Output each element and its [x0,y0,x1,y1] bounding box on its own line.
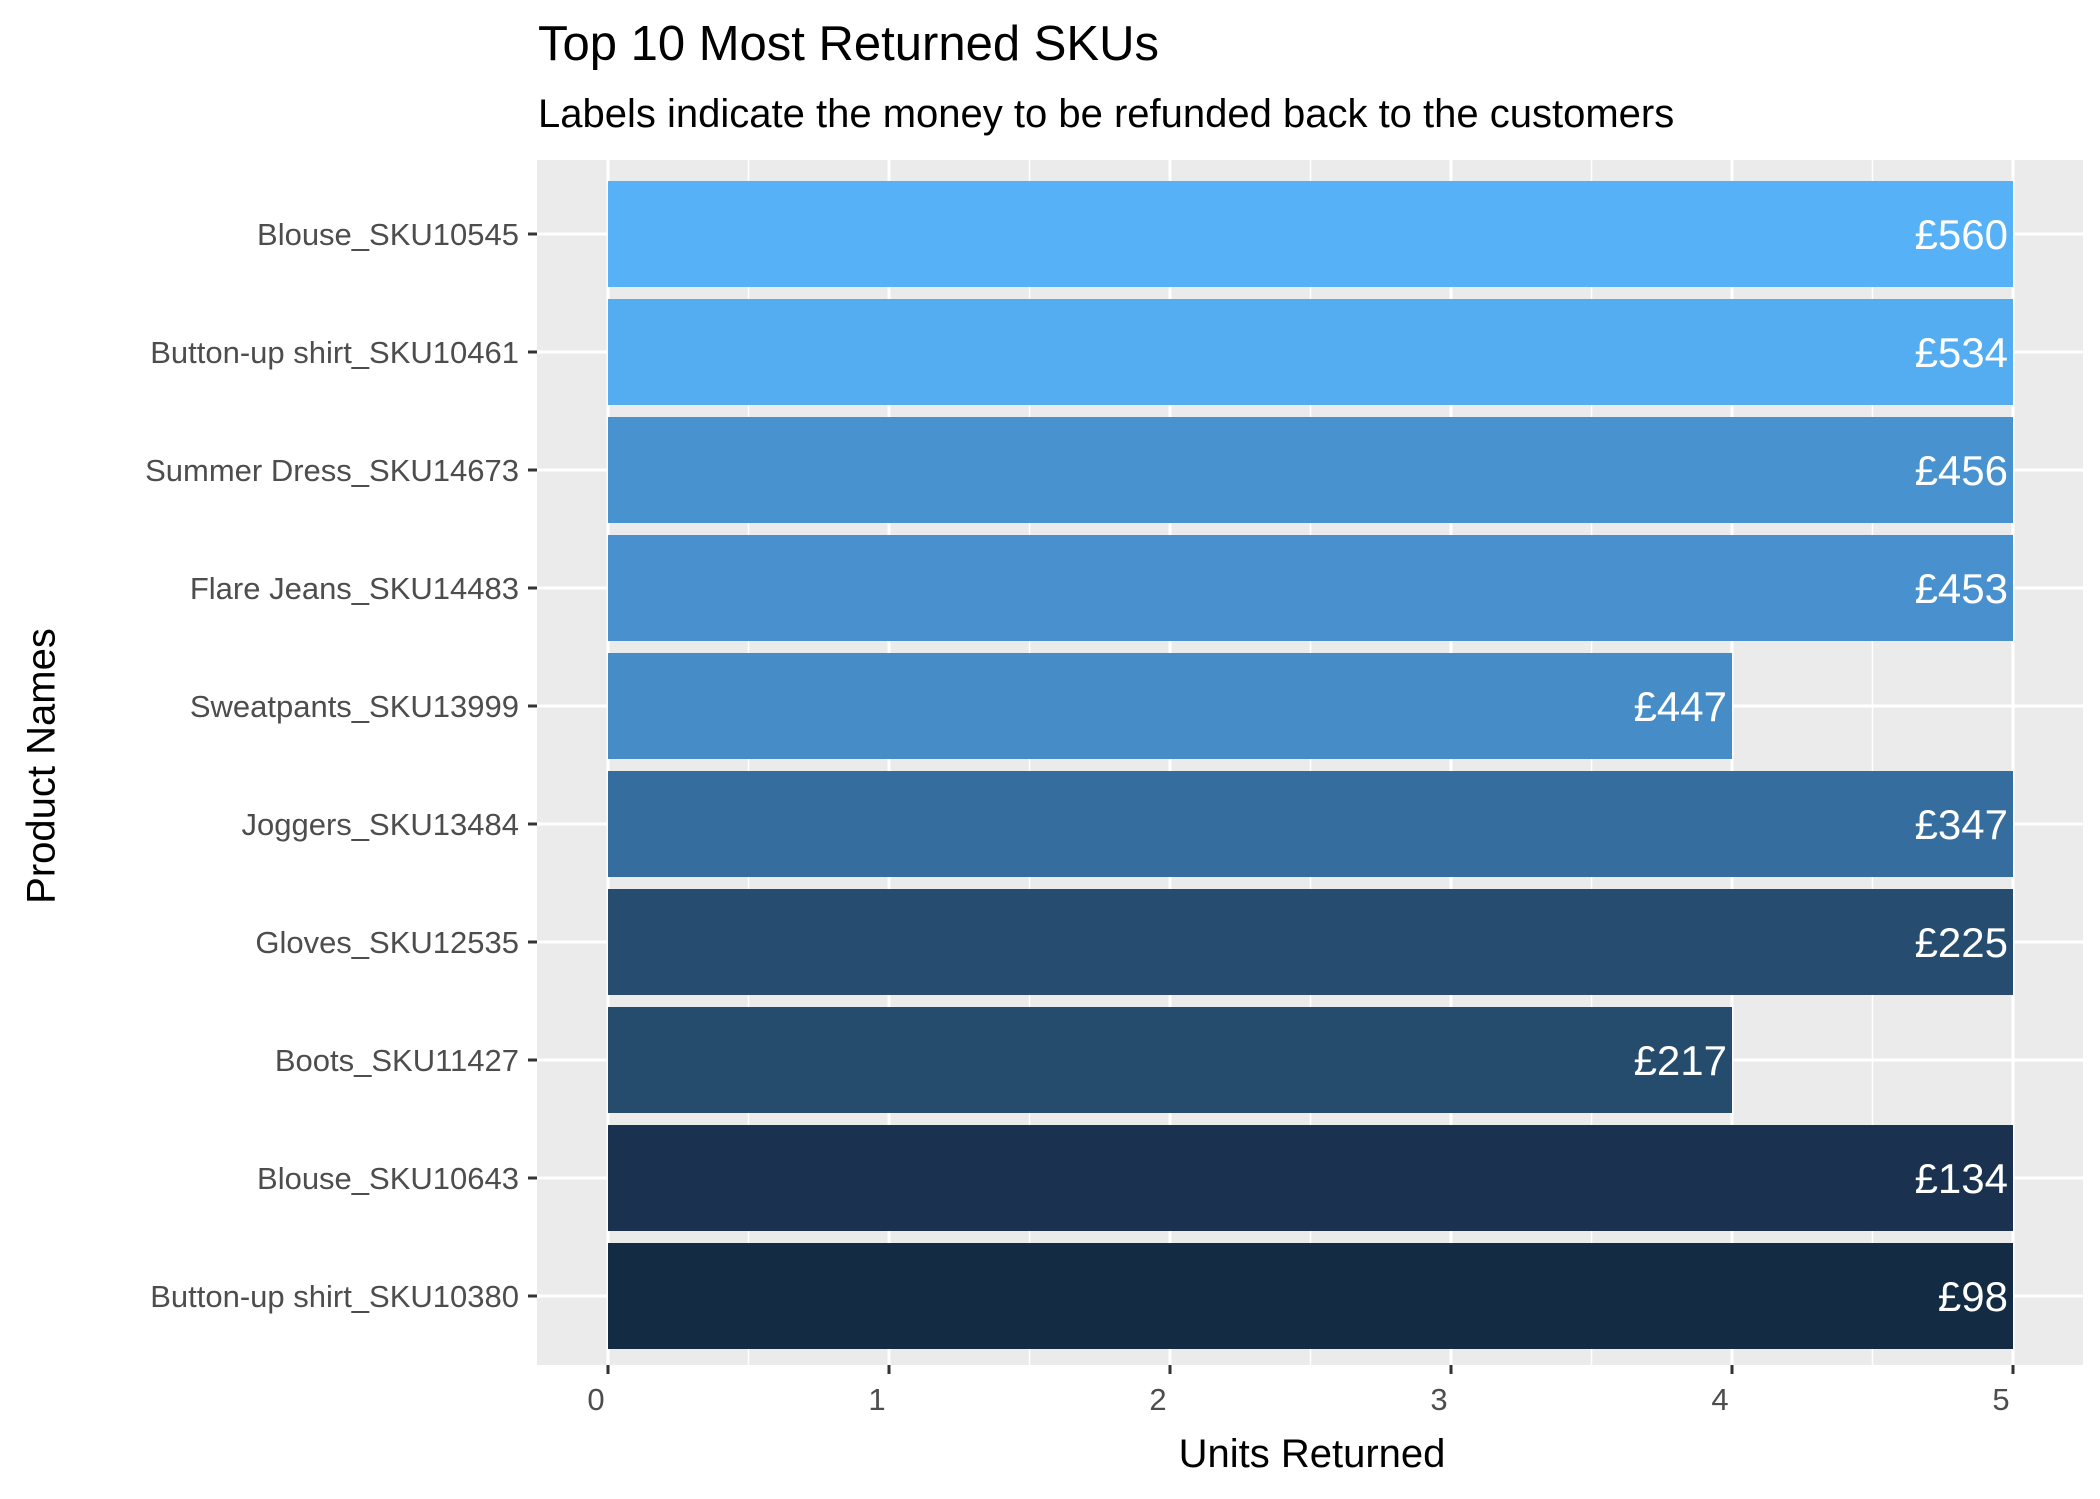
bar-value-label: £447 [1634,683,1727,730]
bar-value-label: £98 [1938,1273,2008,1320]
chart-subtitle: Labels indicate the money to be refunded… [538,92,1675,136]
chart-title: Top 10 Most Returned SKUs [538,17,1159,71]
x-tick-label: 2 [1149,1382,1166,1417]
bar [608,299,2013,405]
y-tick-label: Flare Jeans_SKU14483 [190,571,519,606]
x-tick-label: 0 [587,1382,604,1417]
y-tick-label: Summer Dress_SKU14673 [145,453,519,488]
bar [608,535,2013,641]
y-tick-label: Button-up shirt_SKU10380 [150,1279,519,1314]
x-tick-label: 4 [1711,1382,1728,1417]
bar-value-label: £347 [1915,801,2008,848]
x-tick-label: 1 [868,1382,885,1417]
bar-value-label: £560 [1915,211,2008,258]
y-tick-label: Joggers_SKU13484 [242,807,519,842]
bar-value-label: £453 [1915,565,2008,612]
y-tick-label: Gloves_SKU12535 [255,925,519,960]
y-tick-label: Button-up shirt_SKU10461 [150,335,519,370]
x-tick-label: 3 [1430,1382,1447,1417]
bar-value-label: £225 [1915,919,2008,966]
bar-value-label: £217 [1634,1037,1727,1084]
bar [608,889,2013,995]
x-axis-label: Units Returned [1178,1432,1446,1476]
y-tick-label: Blouse_SKU10545 [257,217,519,252]
y-tick-label: Sweatpants_SKU13999 [190,689,519,724]
bar [608,1243,2013,1349]
bar-value-label: £534 [1915,329,2008,376]
bar [608,771,2013,877]
bar [608,653,1732,759]
bar [608,181,2013,287]
y-tick-label: Boots_SKU11427 [275,1043,519,1078]
y-tick-label: Blouse_SKU10643 [257,1161,519,1196]
bar [608,1007,1732,1113]
bar-value-label: £456 [1915,447,2008,494]
bar [608,1125,2013,1231]
bar-value-label: £134 [1915,1155,2008,1202]
x-tick-label: 5 [1992,1382,2009,1417]
bar [608,417,2013,523]
